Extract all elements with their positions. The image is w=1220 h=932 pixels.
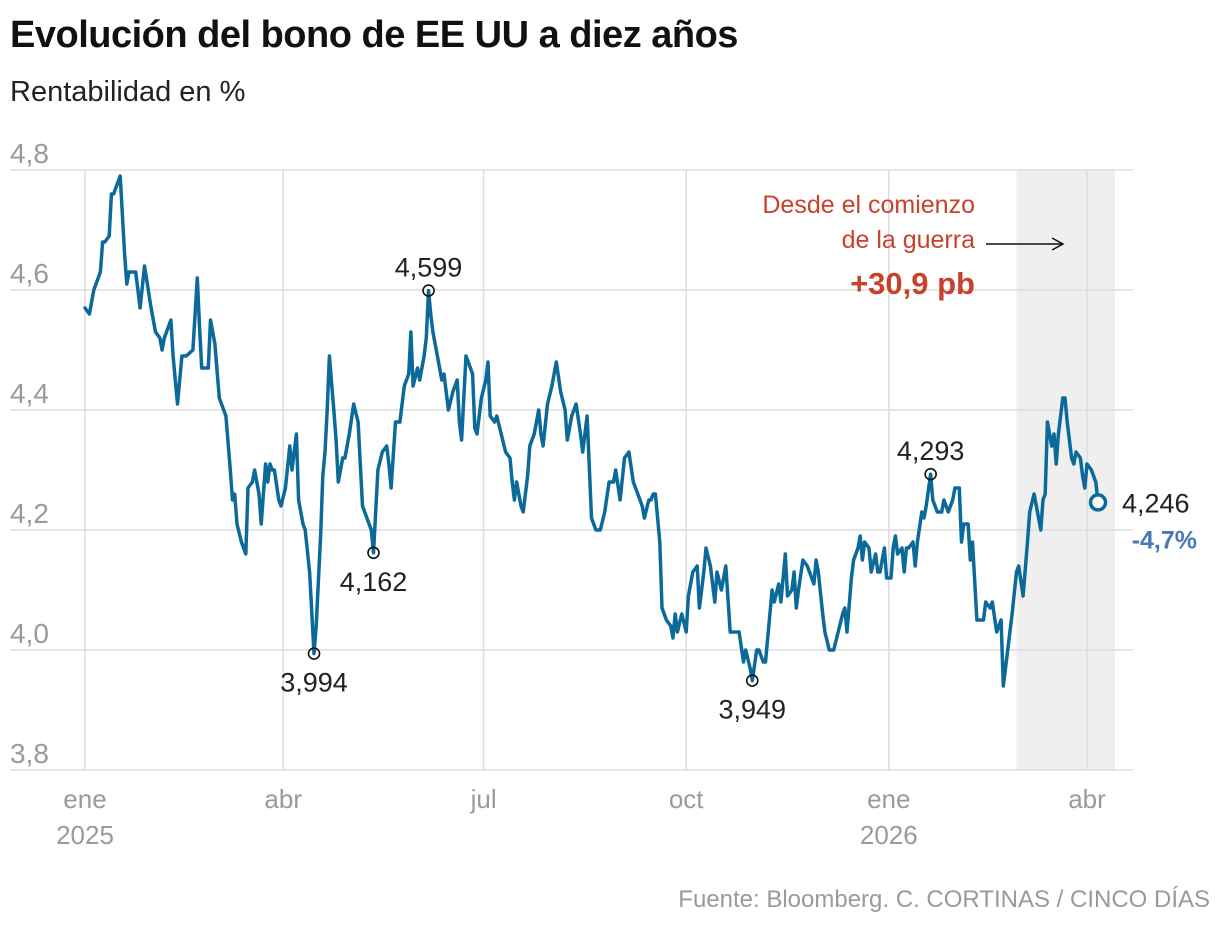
last-value-label: 4,246 <box>1122 488 1190 518</box>
y-tick-label: 3,8 <box>10 738 49 769</box>
annotation-label: 4,599 <box>395 253 463 283</box>
y-tick-label: 4,0 <box>10 618 49 649</box>
x-tick-label: ene <box>63 784 106 814</box>
annotation-marker <box>367 546 380 560</box>
chart-title: Evolución del bono de EE UU a diez años <box>10 14 738 56</box>
annotation-label: 3,994 <box>280 668 348 698</box>
war-change-value: +30,9 pb <box>850 266 975 301</box>
annotation-marker <box>422 284 435 297</box>
x-tick-year-label: 2026 <box>860 820 918 850</box>
source-note: Fuente: Bloomberg. C. CORTINAS / CINCO D… <box>678 886 1210 913</box>
x-tick-label: jul <box>470 784 497 814</box>
annotation-marker <box>745 674 759 687</box>
last-change-label: -4,7% <box>1132 526 1197 554</box>
war-note-line2: de la guerra <box>842 226 976 254</box>
chart-subtitle: Rentabilidad en % <box>10 76 246 108</box>
x-tick-label: abr <box>264 784 302 814</box>
y-tick-label: 4,8 <box>10 138 49 169</box>
x-tick-label: ene <box>867 784 910 814</box>
x-tick-label: oct <box>669 784 704 814</box>
line-chart: 3,8 4,0 4,2 4,4 4,6 4,8 ene 2025 abr jul oct ene 202… <box>10 138 1197 850</box>
annotation-label: 4,293 <box>897 436 965 466</box>
war-note-line1: Desde el comienzo <box>762 191 975 219</box>
last-point-marker <box>1088 493 1108 512</box>
annotation-label: 3,949 <box>718 695 786 725</box>
war-arrow-head <box>1051 237 1065 251</box>
y-tick-label: 4,6 <box>10 258 49 289</box>
y-tick-label: 4,4 <box>10 378 49 409</box>
annotation-marker <box>307 647 321 660</box>
x-tick-label: abr <box>1068 784 1106 814</box>
annotation-label: 4,162 <box>340 567 408 597</box>
annotation-marker <box>924 467 937 481</box>
war-period-shade <box>1016 170 1115 770</box>
x-tick-year-label: 2025 <box>56 820 114 850</box>
yield-series-line <box>83 174 1100 688</box>
y-tick-label: 4,2 <box>10 498 49 529</box>
